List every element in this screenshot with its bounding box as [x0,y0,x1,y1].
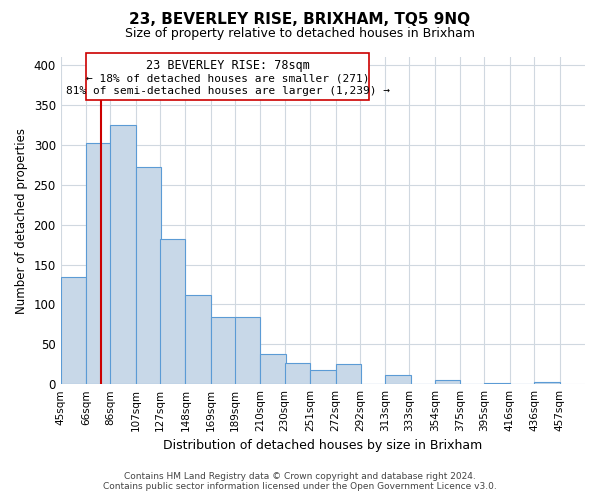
Bar [310,370,335,384]
Bar [185,295,211,384]
Bar [260,354,286,384]
Bar [284,364,310,384]
Bar [160,239,185,384]
Bar [335,364,361,384]
Y-axis label: Number of detached properties: Number of detached properties [15,128,28,314]
Text: ← 18% of detached houses are smaller (271): ← 18% of detached houses are smaller (27… [86,73,370,83]
Bar [235,317,260,384]
Bar [110,125,136,384]
Text: Contains HM Land Registry data © Crown copyright and database right 2024.: Contains HM Land Registry data © Crown c… [124,472,476,481]
Bar [61,276,86,384]
Text: 23 BEVERLEY RISE: 78sqm: 23 BEVERLEY RISE: 78sqm [146,59,310,72]
Text: 23, BEVERLEY RISE, BRIXHAM, TQ5 9NQ: 23, BEVERLEY RISE, BRIXHAM, TQ5 9NQ [130,12,470,28]
Text: 81% of semi-detached houses are larger (1,239) →: 81% of semi-detached houses are larger (… [66,86,390,96]
Text: Size of property relative to detached houses in Brixham: Size of property relative to detached ho… [125,28,475,40]
Bar [211,317,236,384]
X-axis label: Distribution of detached houses by size in Brixham: Distribution of detached houses by size … [163,440,482,452]
Bar [86,144,112,384]
Bar [86,53,370,100]
Bar [435,380,460,384]
Bar [385,376,410,384]
Bar [534,382,560,384]
Bar [136,168,161,384]
Text: Contains public sector information licensed under the Open Government Licence v3: Contains public sector information licen… [103,482,497,491]
